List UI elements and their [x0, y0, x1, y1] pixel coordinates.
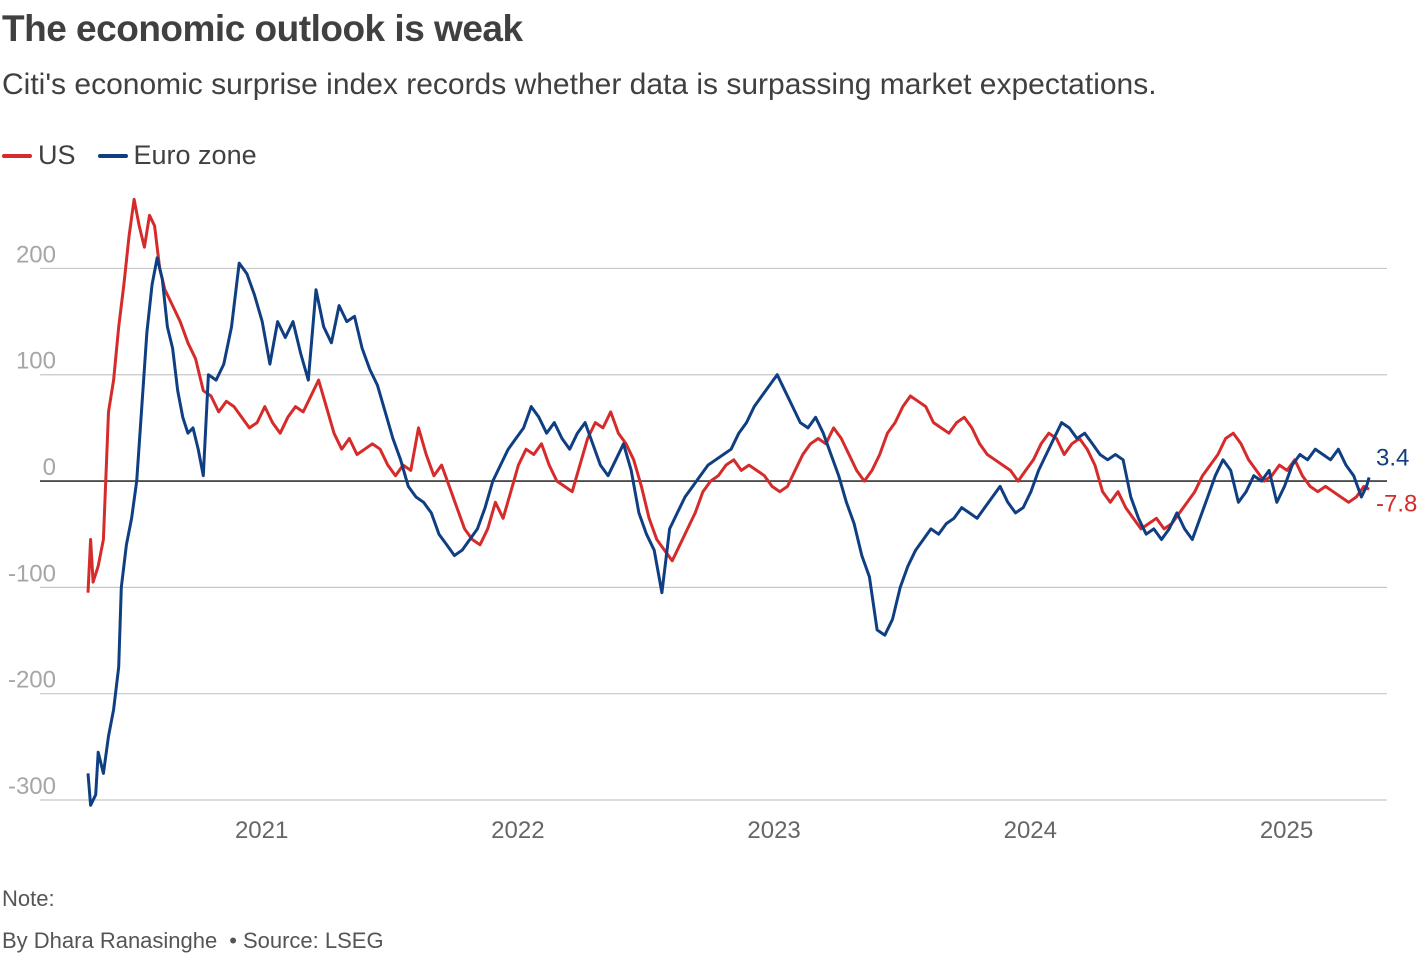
grid-lines: [40, 267, 1387, 801]
legend-swatch-euro-zone: [97, 153, 128, 158]
series-lines: [86, 197, 1371, 807]
legend-label-us: US: [38, 140, 76, 170]
end-label-us: -7.8: [1376, 490, 1417, 517]
chart-title: The economic outlook is weak: [2, 8, 523, 49]
end-labels: -7.8 3.4: [1376, 444, 1417, 517]
y-tick-label: 0: [43, 454, 56, 481]
series-line-us: [86, 197, 1370, 593]
series-line-euro-zone: [86, 256, 1371, 807]
author-credit: By Dhara Ranasinghe: [2, 928, 218, 953]
legend-item-us: US: [2, 140, 76, 171]
x-tick-label: 2021: [235, 817, 288, 844]
x-tick-label: 2023: [747, 817, 800, 844]
line-chart: 200 100 0 -100 -200 -300 2021 2022 2023 2024 2025…: [8, 197, 1417, 844]
x-tick-label: 2025: [1260, 817, 1313, 844]
y-tick-label: -200: [8, 667, 56, 694]
byline-separator: •: [229, 928, 237, 953]
legend-swatch-us: [2, 153, 32, 158]
chart-subtitle: Citi's economic surprise index records w…: [2, 68, 1157, 101]
end-label-euro-zone: 3.4: [1376, 444, 1409, 471]
x-axis-labels: 2021 2022 2023 2024 2025: [235, 817, 1313, 844]
chart-legend: US Euro zone: [2, 140, 279, 171]
byline: By Dhara Ranasinghe • Source: LSEG: [2, 928, 384, 954]
source-credit: Source: LSEG: [242, 928, 384, 953]
legend-item-euro-zone: Euro zone: [97, 140, 257, 171]
legend-label-euro-zone: Euro zone: [133, 140, 257, 170]
y-tick-label: -300: [8, 773, 56, 800]
x-tick-label: 2024: [1004, 817, 1057, 844]
y-tick-label: -100: [8, 560, 56, 587]
chart-note: Note:: [2, 886, 55, 911]
x-tick-label: 2022: [491, 817, 544, 844]
y-tick-label: 200: [16, 241, 56, 268]
y-tick-label: 100: [16, 348, 56, 375]
y-axis-labels: 200 100 0 -100 -200 -300: [8, 241, 56, 800]
